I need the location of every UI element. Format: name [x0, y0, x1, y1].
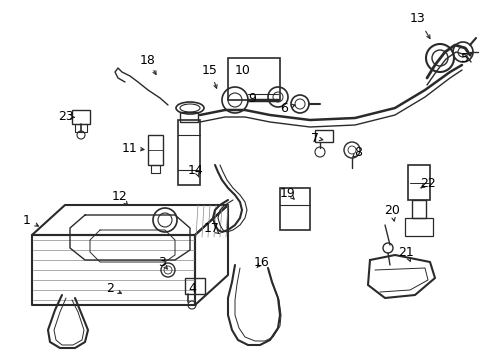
Text: 2: 2	[106, 282, 114, 294]
Bar	[314, 130, 332, 142]
Bar	[72, 110, 90, 124]
Bar	[180, 112, 198, 122]
Text: 20: 20	[383, 203, 399, 216]
Text: 18: 18	[140, 54, 156, 67]
Text: 19: 19	[280, 186, 295, 199]
Text: 8: 8	[353, 145, 361, 158]
Text: 13: 13	[409, 12, 425, 24]
Bar	[184, 278, 204, 294]
Bar	[407, 165, 429, 200]
Text: 15: 15	[202, 63, 218, 77]
Text: 12: 12	[112, 189, 128, 202]
Bar	[404, 218, 432, 236]
Bar	[151, 165, 160, 173]
Text: 9: 9	[247, 91, 255, 104]
Text: 3: 3	[158, 256, 165, 269]
Bar	[178, 120, 200, 185]
Text: 14: 14	[188, 163, 203, 176]
Bar	[280, 188, 309, 230]
Bar	[75, 124, 87, 132]
Text: 22: 22	[419, 176, 435, 189]
Text: 6: 6	[280, 102, 287, 114]
Text: 17: 17	[203, 221, 220, 234]
Text: 16: 16	[254, 256, 269, 269]
Text: 11: 11	[122, 141, 138, 154]
Text: 4: 4	[188, 282, 196, 294]
Bar	[227, 58, 280, 100]
Text: 23: 23	[58, 109, 74, 122]
Text: 7: 7	[310, 131, 318, 144]
Bar	[411, 200, 425, 218]
Text: 1: 1	[23, 213, 31, 226]
Text: 21: 21	[397, 246, 413, 258]
Text: 5: 5	[460, 51, 468, 64]
Text: 10: 10	[235, 63, 250, 77]
Bar	[148, 135, 163, 165]
